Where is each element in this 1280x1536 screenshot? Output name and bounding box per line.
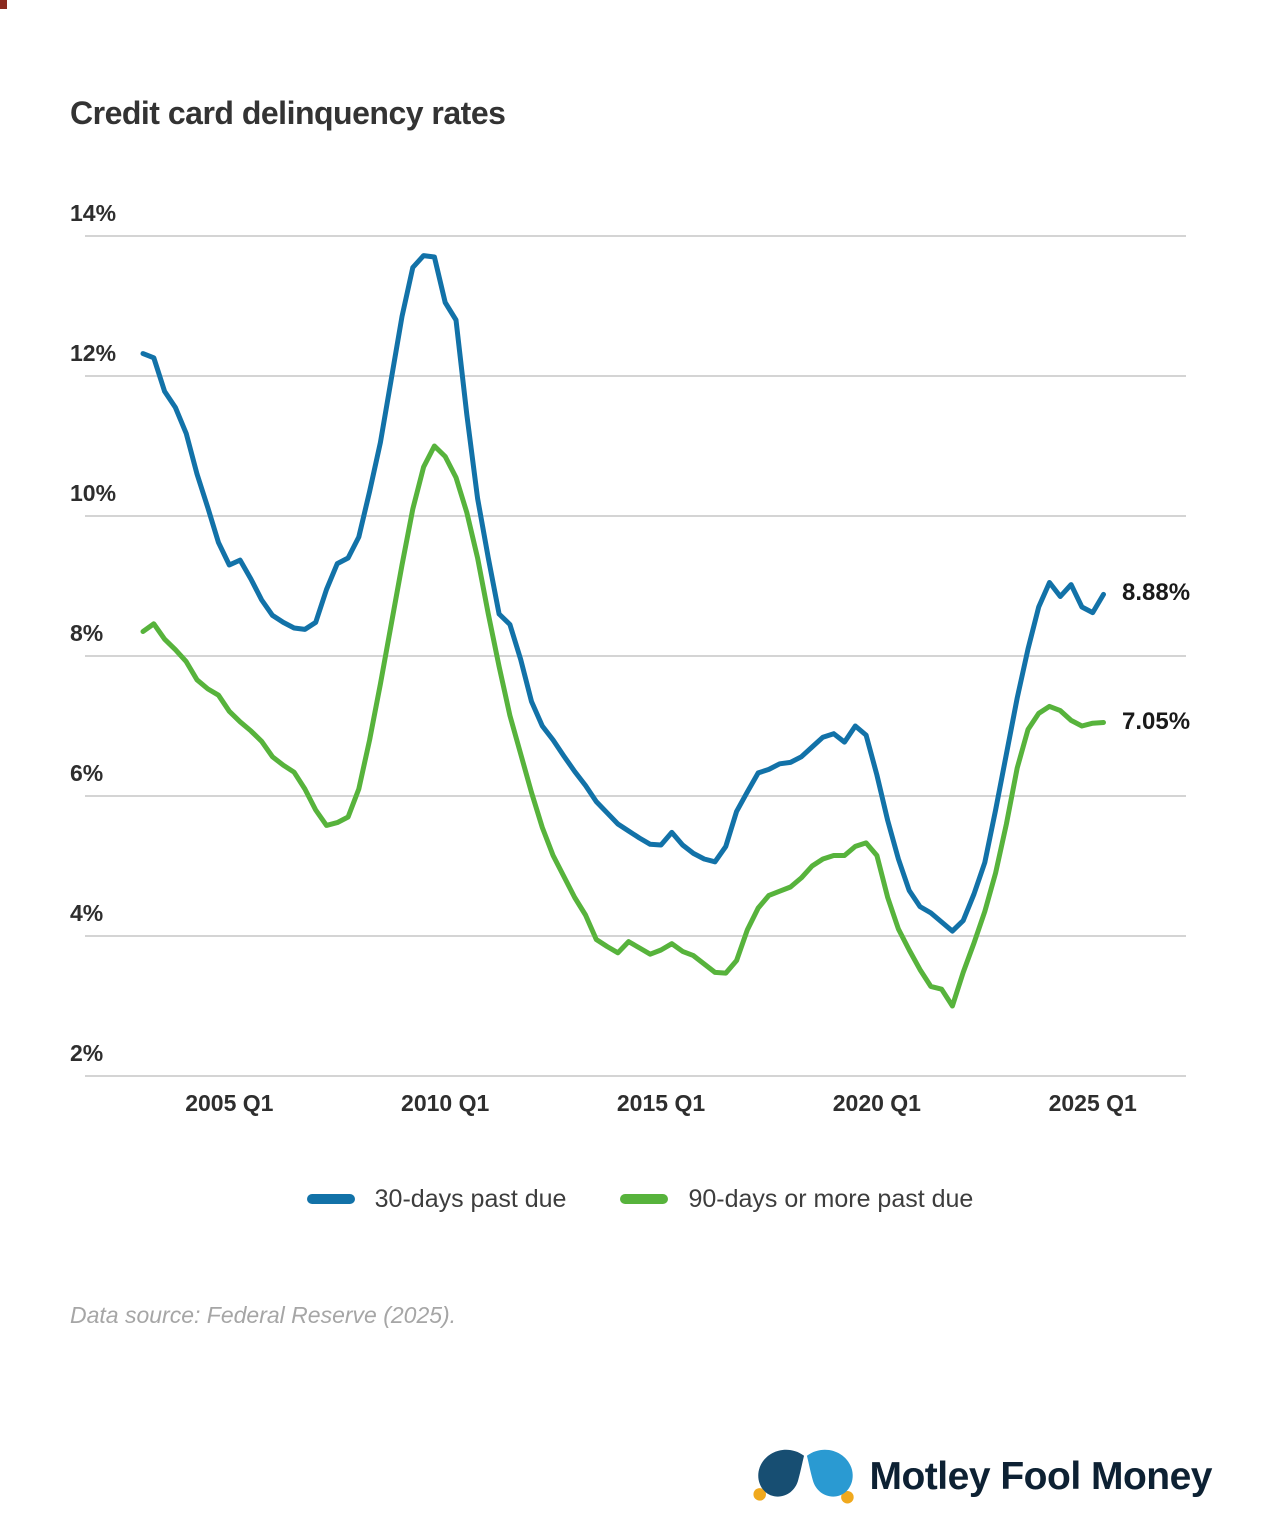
x-tick-label-2020-Q1: 2020 Q1 (832, 1090, 921, 1116)
y-tick-label-4: 4% (70, 900, 104, 926)
data-source-note: Data source: Federal Reserve (2025). (70, 1302, 457, 1328)
page-title: Credit card delinquency rates (70, 95, 506, 132)
legend-label-30-days: 30-days past due (374, 1185, 567, 1213)
legend-swatch-30-days (306, 1194, 355, 1204)
motley-fool-money-logo: Motley Fool Money (752, 1442, 1213, 1512)
y-tick-label-2: 2% (70, 1040, 104, 1066)
y-tick-label-12: 12% (70, 340, 117, 366)
legend-swatch-90-days (620, 1194, 669, 1204)
x-tick-label-2025-Q1: 2025 Q1 (1048, 1090, 1137, 1116)
x-tick-label-2005-Q1: 2005 Q1 (185, 1090, 274, 1116)
legend-item-90-days: 90-days or more past due (620, 1184, 973, 1214)
y-tick-label-10: 10% (70, 480, 117, 506)
x-tick-label-2015-Q1: 2015 Q1 (616, 1090, 706, 1116)
series-line-30-days (140, 253, 1106, 934)
y-tick-label-8: 8% (70, 620, 104, 646)
logo-wordmark: Motley Fool Money (869, 1455, 1213, 1498)
series-lines (140, 253, 1106, 1009)
screenshot-corner-artifact (0, 0, 7, 9)
end-label-90-days: 7.05% (1122, 707, 1191, 735)
series-line-90-days (140, 443, 1106, 1009)
jester-hat-icon (752, 1449, 854, 1504)
legend: 30-days past due 90-days or more past du… (0, 1184, 1280, 1214)
gridlines (85, 235, 1186, 1077)
legend-label-90-days: 90-days or more past due (688, 1185, 974, 1213)
y-tick-label-6: 6% (70, 760, 104, 786)
x-tick-label-2010-Q1: 2010 Q1 (401, 1090, 490, 1116)
legend-item-30-days: 30-days past due (306, 1184, 567, 1214)
y-tick-label-14: 14% (70, 200, 117, 226)
end-label-30-days: 8.88% (1122, 579, 1191, 607)
